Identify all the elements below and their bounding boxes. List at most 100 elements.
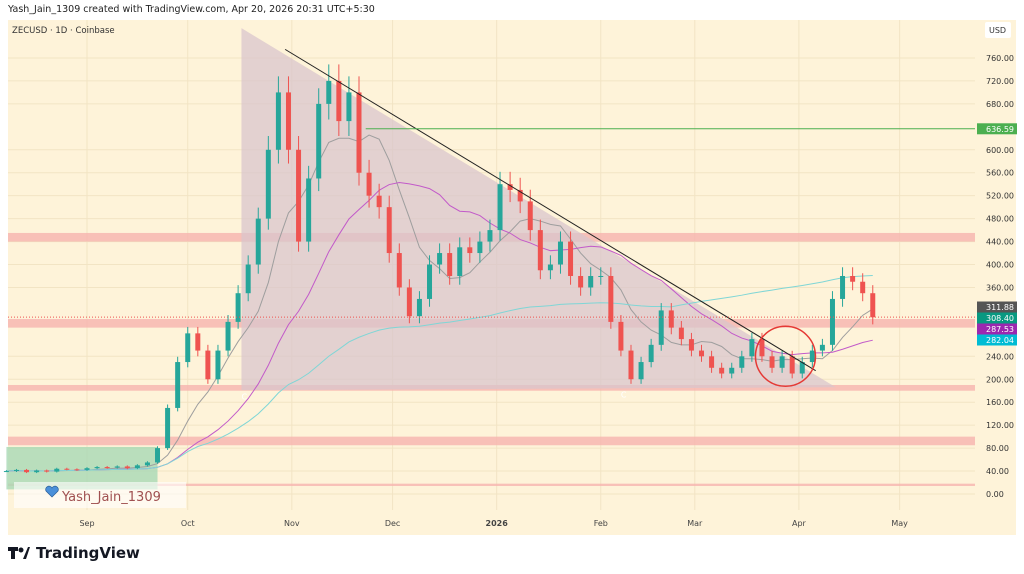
candle[interactable] — [688, 332, 694, 357]
candle[interactable] — [477, 231, 483, 263]
candle[interactable] — [729, 362, 735, 379]
support-resistance-zone[interactable] — [8, 436, 975, 446]
moving-average-200 — [6, 274, 873, 472]
candle[interactable] — [507, 171, 513, 203]
candle[interactable] — [870, 285, 876, 325]
candle[interactable] — [557, 231, 563, 274]
candle[interactable] — [104, 465, 110, 469]
candle[interactable] — [165, 404, 171, 450]
candle[interactable] — [467, 237, 473, 263]
candle[interactable] — [487, 219, 493, 252]
candle[interactable] — [195, 326, 201, 357]
candle[interactable] — [84, 467, 90, 471]
candle[interactable] — [638, 356, 644, 384]
currency-label: USD — [989, 26, 1006, 35]
candle[interactable] — [144, 461, 150, 467]
candle[interactable] — [346, 76, 352, 137]
candle[interactable] — [789, 350, 795, 379]
candle[interactable] — [719, 362, 725, 379]
candle[interactable] — [336, 64, 342, 137]
candle[interactable] — [578, 267, 584, 296]
candle[interactable] — [235, 285, 241, 329]
time-axis-background[interactable] — [8, 510, 1016, 535]
candle[interactable] — [739, 350, 745, 373]
candle[interactable] — [386, 195, 392, 263]
candle[interactable] — [829, 291, 835, 351]
candle[interactable] — [64, 467, 70, 471]
candle[interactable] — [840, 267, 846, 307]
candle[interactable] — [34, 469, 40, 474]
candle[interactable] — [437, 243, 443, 274]
candle[interactable] — [24, 468, 30, 474]
candle[interactable] — [265, 136, 271, 230]
candle[interactable] — [547, 255, 553, 280]
support-resistance-zone[interactable] — [8, 483, 975, 486]
candle[interactable] — [447, 243, 453, 285]
candle[interactable] — [155, 446, 161, 464]
candle[interactable] — [860, 273, 866, 302]
candle[interactable] — [779, 350, 785, 373]
candle[interactable] — [709, 350, 715, 373]
candle[interactable] — [537, 219, 543, 280]
candle[interactable] — [13, 468, 19, 472]
candle[interactable] — [396, 243, 402, 296]
candle[interactable] — [588, 267, 594, 296]
candle[interactable] — [668, 303, 674, 335]
candle[interactable] — [225, 315, 231, 357]
candle[interactable] — [628, 344, 634, 384]
candle[interactable] — [699, 344, 705, 362]
price-tick-label: 400.00 — [986, 261, 1014, 270]
highlight-circle[interactable] — [754, 325, 817, 388]
candle[interactable] — [376, 183, 382, 219]
trendline[interactable] — [284, 48, 816, 372]
candle[interactable] — [306, 165, 312, 252]
candle[interactable] — [316, 88, 322, 192]
candle-body — [648, 344, 654, 363]
candle[interactable] — [285, 76, 291, 164]
candle[interactable] — [175, 356, 181, 412]
currency-button[interactable] — [985, 22, 1011, 38]
candle[interactable] — [245, 255, 251, 302]
candle[interactable] — [54, 467, 60, 473]
candle[interactable] — [275, 76, 281, 164]
price-axis-background[interactable] — [975, 20, 1016, 510]
time-tick-label: Nov — [284, 519, 300, 528]
candle[interactable] — [114, 465, 120, 469]
candle[interactable] — [497, 171, 503, 241]
candle[interactable] — [568, 231, 574, 285]
candle[interactable] — [819, 338, 825, 357]
candle[interactable] — [366, 159, 372, 208]
candle[interactable] — [608, 267, 614, 329]
candle[interactable] — [296, 136, 302, 252]
candle[interactable] — [44, 469, 50, 473]
candle[interactable] — [124, 465, 130, 470]
candle[interactable] — [74, 468, 80, 471]
candle[interactable] — [678, 320, 684, 346]
candle[interactable] — [799, 356, 805, 379]
candle[interactable] — [517, 177, 523, 214]
candle[interactable] — [457, 237, 463, 285]
candle[interactable] — [205, 344, 211, 384]
candle[interactable] — [598, 267, 604, 285]
candle[interactable] — [658, 303, 664, 351]
candle[interactable] — [326, 64, 332, 120]
tradingview-brand[interactable]: TradingView — [8, 544, 140, 562]
candle-body — [104, 467, 110, 469]
candle[interactable] — [416, 291, 422, 324]
candle[interactable] — [618, 315, 624, 357]
candle[interactable] — [749, 332, 755, 362]
candle[interactable] — [850, 267, 856, 291]
candle[interactable] — [809, 344, 815, 368]
candle[interactable] — [185, 326, 191, 368]
candle[interactable] — [215, 344, 221, 384]
candle[interactable] — [134, 464, 140, 470]
candle[interactable] — [648, 338, 654, 368]
candle[interactable] — [406, 279, 412, 324]
descending-triangle[interactable] — [241, 28, 836, 391]
candle[interactable] — [94, 465, 100, 470]
candle[interactable] — [427, 255, 433, 307]
candle[interactable] — [255, 207, 261, 274]
candle[interactable] — [769, 350, 775, 373]
candle[interactable] — [3, 470, 9, 473]
